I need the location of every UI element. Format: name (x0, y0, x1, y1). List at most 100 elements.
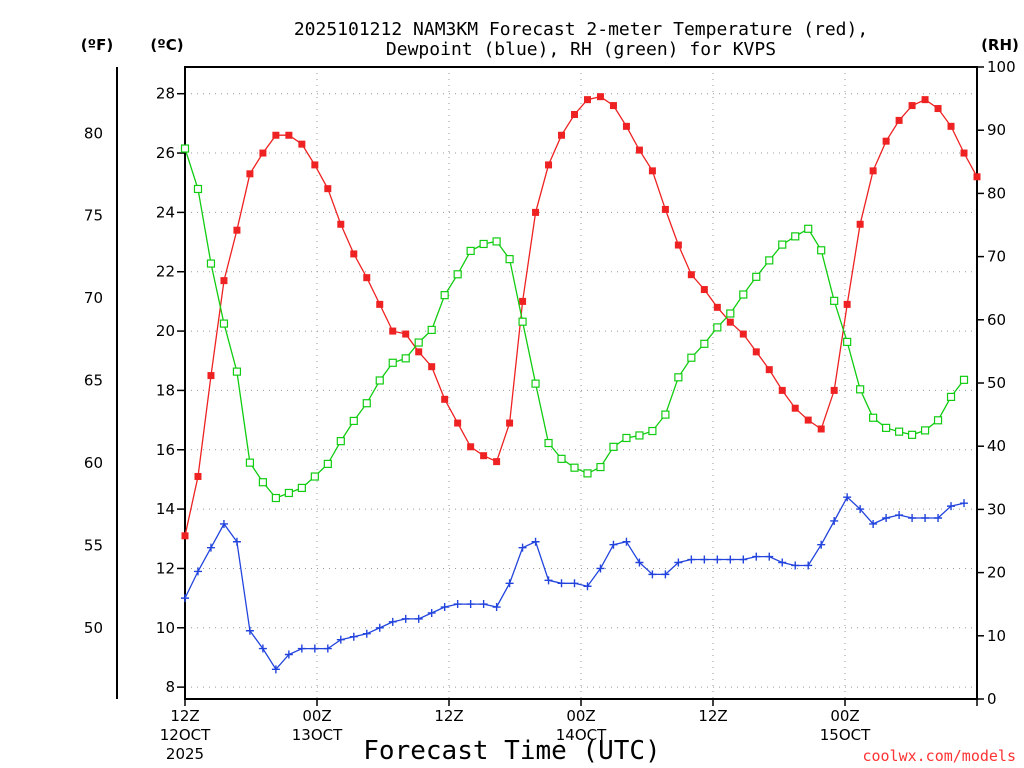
dewpoint-point (284, 650, 293, 659)
rh-point (791, 232, 800, 241)
dewpoint-point (401, 614, 410, 623)
temperature-point (545, 161, 553, 169)
temperature-point (934, 105, 942, 113)
rh-tick-label: 60 (987, 311, 1006, 329)
x-tick-date-label: 13OCT (292, 726, 343, 744)
rh-point (817, 246, 826, 255)
rh-point (544, 438, 553, 448)
temperature-point (480, 452, 488, 460)
rh-point (882, 423, 891, 432)
rh-point (700, 339, 709, 348)
rh-point (739, 290, 748, 299)
rh-point (687, 353, 696, 362)
fahrenheit-tick-label: 50 (84, 619, 103, 637)
rh-line (184, 148, 965, 499)
dewpoint-point (362, 629, 371, 638)
temperature-point (272, 131, 280, 139)
rh-tick-label: 0 (987, 690, 997, 708)
dewpoint-point (323, 644, 332, 653)
rh-point (933, 416, 943, 425)
dewpoint-point (739, 555, 748, 564)
dewpoint-point (882, 514, 891, 523)
dewpoint-point (765, 552, 774, 561)
rh-point (271, 493, 280, 503)
rh-point (752, 272, 761, 281)
temperature-point (454, 419, 462, 427)
dewpoint-point (869, 519, 878, 528)
dewpoint-point (661, 570, 670, 579)
rh-point (570, 463, 579, 472)
temperature-point (921, 96, 929, 104)
temperature-point (609, 102, 617, 110)
rh-point (765, 256, 774, 265)
temperature-point (571, 110, 579, 118)
rh-point (388, 358, 397, 367)
rh-point (258, 478, 268, 487)
temperature-point (285, 131, 293, 139)
celsius-tick-label: 20 (156, 322, 175, 340)
x-axis-title: Forecast Time (UTC) (363, 736, 660, 766)
temperature-point (506, 419, 514, 427)
rh-unit-label: (RH) (981, 36, 1019, 54)
temperature-point (869, 167, 877, 175)
x-tick-label: 12Z (170, 707, 199, 725)
rh-tick-label: 30 (987, 500, 1006, 518)
temperature-point (895, 116, 903, 124)
temperature-point (765, 366, 773, 374)
dewpoint-point (804, 561, 813, 570)
series-rh (180, 144, 969, 503)
rh-point (583, 469, 592, 478)
fahrenheit-tick-label: 75 (84, 207, 103, 225)
dewpoint-point (713, 555, 722, 564)
temperature-point (661, 205, 669, 213)
dewpoint-point (817, 540, 826, 549)
dewpoint-point (700, 555, 709, 564)
dewpoint-point (479, 600, 488, 609)
temperature-point (843, 300, 851, 308)
celsius-tick-label: 18 (156, 381, 175, 399)
grid-lines (185, 67, 977, 699)
dewpoint-point (258, 644, 267, 653)
rh-point (245, 458, 255, 467)
rh-point (920, 426, 930, 435)
dewpoint-point (908, 514, 917, 523)
rh-point (622, 433, 631, 443)
x-tick-label: 00Z (302, 707, 331, 725)
temperature-point (817, 425, 825, 433)
rh-point (830, 296, 839, 305)
dewpoint-point (687, 555, 696, 564)
temperature-point (519, 297, 527, 305)
temperature-point (441, 395, 449, 403)
temperature-point (713, 303, 721, 311)
rh-point (505, 255, 514, 264)
dewpoint-point (388, 617, 397, 626)
rh-point (557, 454, 566, 463)
dewpoint-point (830, 516, 839, 525)
temperature-point (220, 277, 228, 285)
rh-point (466, 246, 475, 256)
temperature-point (648, 167, 656, 175)
dewpoint-point (648, 570, 657, 579)
rh-point (401, 354, 410, 363)
rh-point (843, 337, 852, 347)
dewpoint-point (778, 558, 787, 567)
dewpoint-point (245, 626, 254, 635)
dewpoint-point (622, 537, 631, 546)
rh-point (648, 426, 657, 436)
dewpoint-point (726, 555, 735, 564)
temperature-point (856, 220, 864, 228)
dewpoint-point (856, 505, 865, 514)
dewpoint-point (310, 644, 319, 653)
dewpoint-point (466, 600, 475, 609)
temperature-point (194, 472, 202, 480)
fahrenheit-tick-label: 60 (84, 454, 103, 472)
rh-point (869, 413, 878, 422)
rh-point (518, 317, 527, 326)
dewpoint-point (960, 499, 969, 508)
dewpoint-point (609, 540, 618, 549)
celsius-tick-label: 10 (156, 619, 175, 637)
celsius-tick-label: 14 (156, 500, 175, 518)
rh-point (310, 472, 319, 481)
fahrenheit-tick-label: 65 (84, 372, 103, 390)
